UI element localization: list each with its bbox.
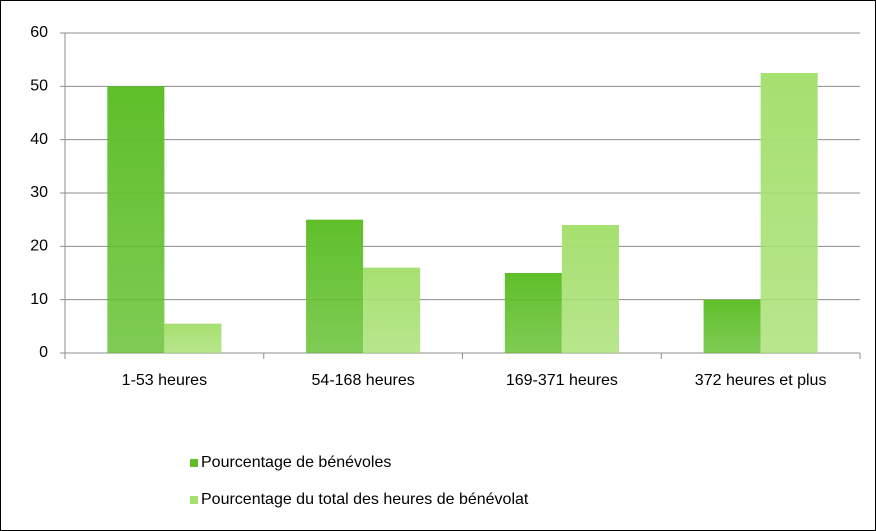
y-tick-label: 50 (30, 78, 48, 95)
x-tick-label: 372 heures et plus (694, 372, 827, 389)
x-tick-label-box: 1-53 heures (121, 372, 208, 389)
bar (164, 323, 222, 353)
y-tick-label: 0 (39, 344, 48, 361)
x-tick-label-box: 54-168 heures (311, 372, 415, 389)
y-tick-label: 30 (30, 184, 48, 201)
y-tick-label: 10 (30, 291, 48, 308)
bar (760, 73, 818, 353)
y-tick-label: 60 (30, 24, 48, 41)
bar (107, 86, 165, 353)
x-tick-label: 54-168 heures (311, 372, 415, 389)
legend-swatch (190, 459, 198, 467)
bar (504, 273, 562, 353)
y-tick-label: 20 (30, 238, 48, 255)
legend-swatch (190, 496, 198, 504)
x-tick-label-box: 372 heures et plus (694, 372, 827, 389)
bar (561, 225, 619, 353)
legend-label: Pourcentage de bénévoles (201, 454, 391, 471)
bar (363, 267, 421, 353)
legend-label: Pourcentage du total des heures de bénév… (201, 491, 529, 508)
y-tick-label: 40 (30, 131, 48, 148)
x-tick-label: 1-53 heures (121, 372, 208, 389)
x-tick-label: 169-371 heures (505, 372, 618, 389)
bar (703, 299, 761, 353)
x-tick-label-box: 169-371 heures (505, 372, 618, 389)
bar (306, 219, 364, 353)
